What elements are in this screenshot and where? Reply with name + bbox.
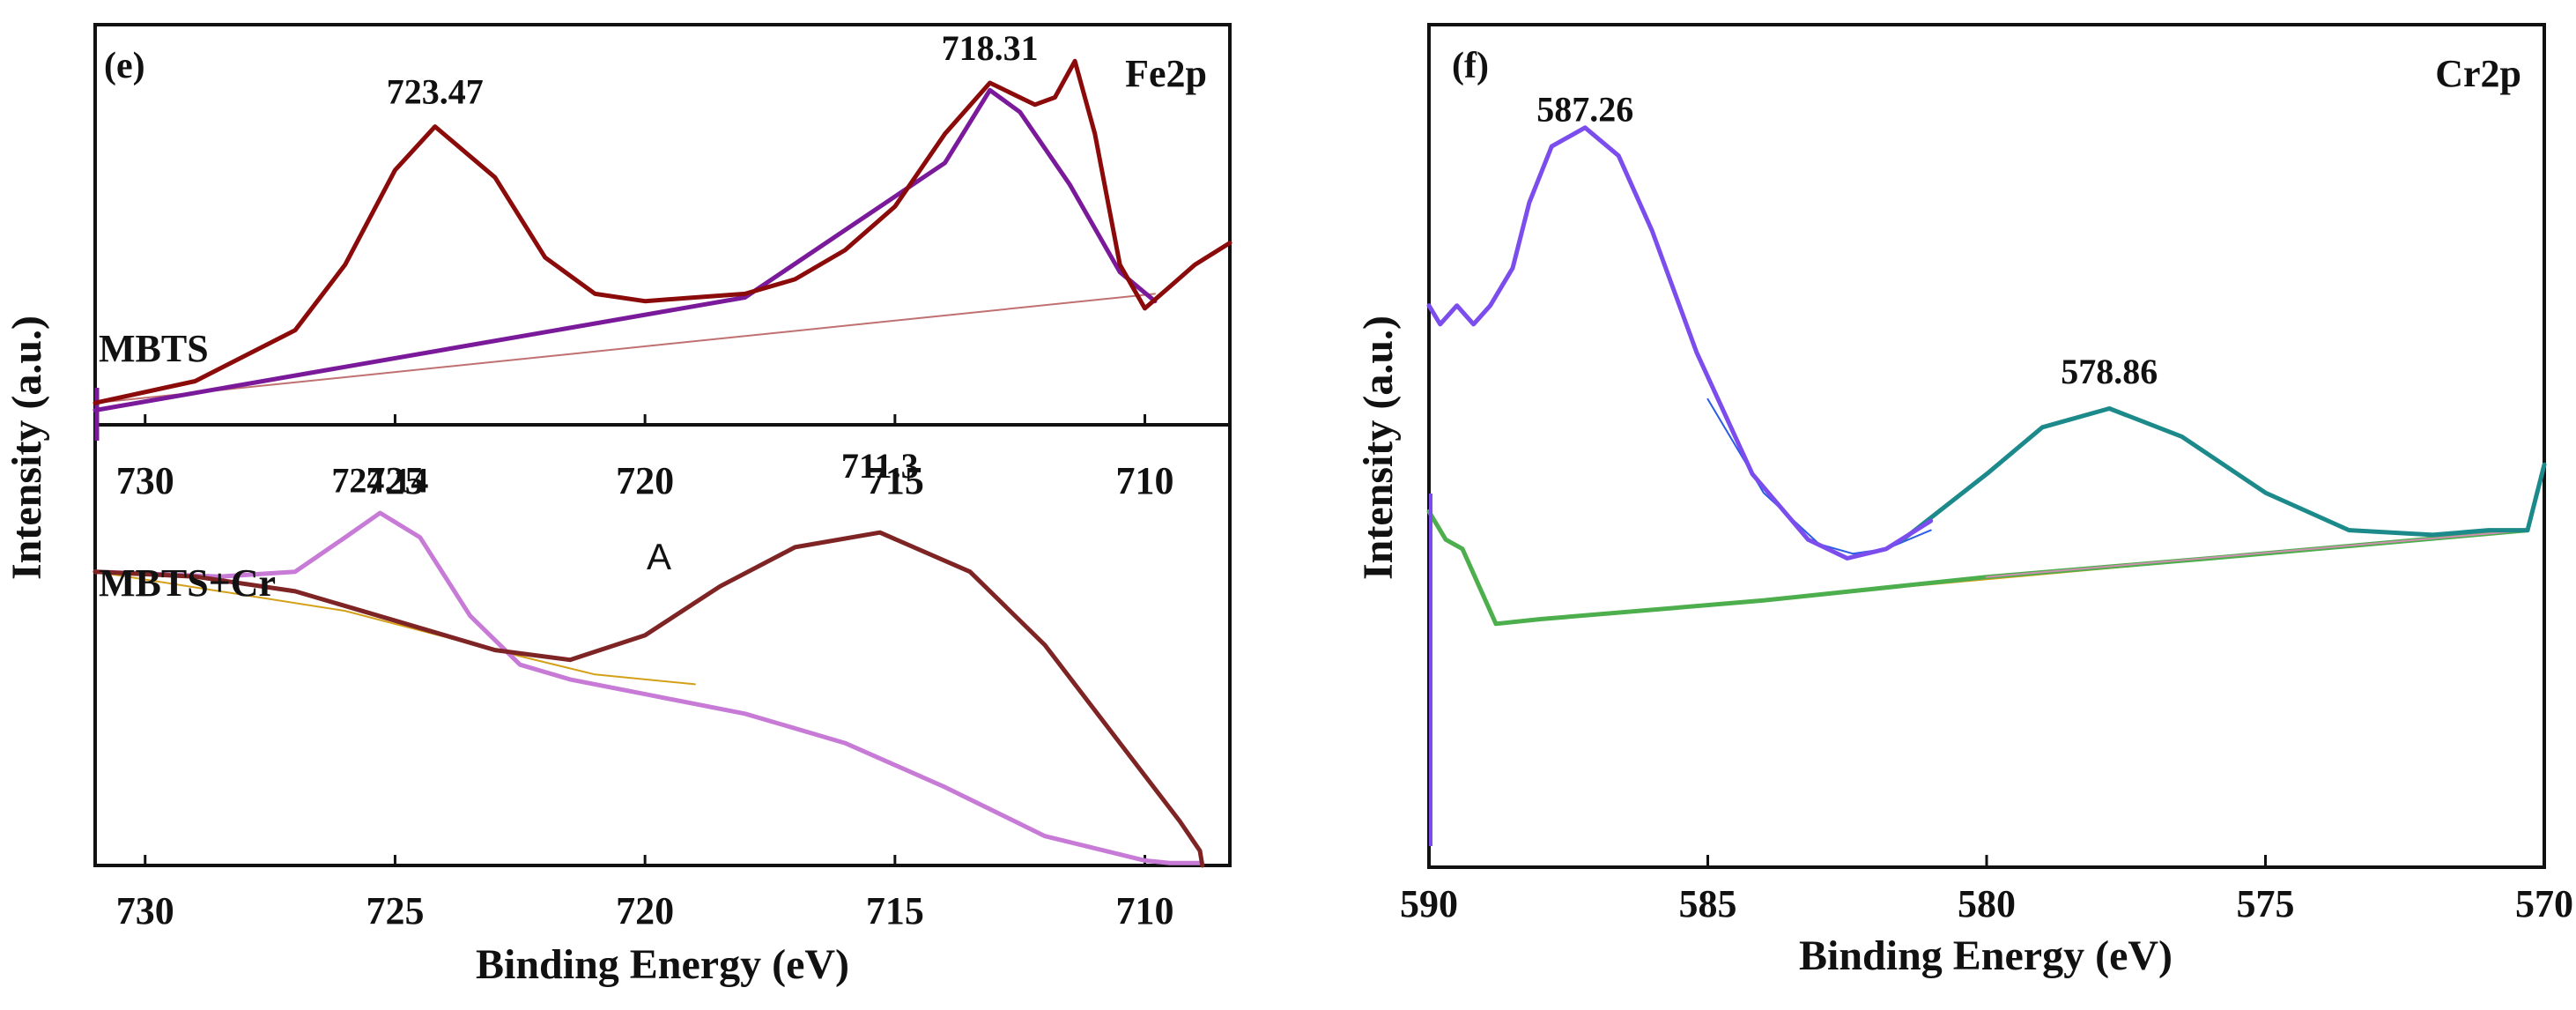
panel-e-mbts-series [93,58,1232,441]
panel-e-peak-labels: 723.47 718.31 724.14 711.3 [331,28,1038,501]
panel-e-mbtscr-series [93,510,1205,868]
panel-f-background-line [1426,509,2530,627]
panel-e-mbts-peak-label: 718.31 [942,28,1039,68]
panel-e-mbts-peak-label: 723.47 [387,71,484,111]
panel-e-mbtscr-fe-peak-envelope-line [93,530,1205,868]
panel-e-bottom-tick-label: 720 [616,889,674,932]
panel-e-stray-text: A [647,536,671,577]
panel-e-bottom-tick-label: 730 [116,889,174,932]
panel-e-top-tick-label: 720 [616,459,674,502]
panel-e-top-tick-label: 725 [366,459,424,502]
panel-e-bottom-frame [93,423,1232,867]
panel-f-ylabel: Intensity (a.u.) [1355,316,1402,580]
panel-e-top-ticks: 730 725 720 715 710 [116,414,1174,502]
panel-f-title: Cr2p [2435,52,2521,95]
panel-e-title: Fe2p [1125,52,1207,95]
panel-e: 730 725 720 715 710 730 725 720 715 710 723.47 71… [4,23,1232,988]
panel-e-bottom-tick-label: 725 [366,889,424,932]
panel-e-top-tick-label: 715 [866,459,924,502]
panel-f-baseline-overlay-line [1986,529,2528,578]
panel-f-frame [1427,23,2546,869]
panel-f-series [1426,125,2547,846]
panel-e-mbts-name: MBTS [99,327,209,370]
panel-e-top-tick-label: 730 [116,459,174,502]
panel-f-peak-labels: 587.26 578.86 [1536,90,2158,391]
panel-f: 590 585 580 575 570 587.26 578.86 (f) Cr2p In… [1355,23,2573,979]
panel-e-label: (e) [104,46,145,86]
panel-e-mbtscr-peak-label: 711.3 [841,446,919,486]
panel-f-peak-label: 578.86 [2061,352,2158,391]
panel-f-peak-label: 587.26 [1536,90,1633,130]
panel-e-mbts-fit-line [93,87,1158,412]
panel-f-ticks: 590 585 580 575 570 [1400,855,2573,925]
panel-f-tick-label: 575 [2237,882,2295,925]
panel-f-envelope-thin-line [1706,397,1932,555]
panel-e-ylabel: Intensity (a.u.) [4,316,50,580]
panel-f-tick-label: 590 [1400,882,1458,925]
panel-e-top-tick-label: 710 [1116,459,1174,502]
panel-e-xlabel: Binding Energy (eV) [476,941,849,988]
panel-e-mbtscr-name: MBTS+Cr [99,561,276,605]
panel-f-cr-2p3-2-envelope-line [1426,125,1934,561]
panel-f-tick-label: 570 [2515,882,2573,925]
panel-f-xlabel: Binding Energy (eV) [1799,932,2173,979]
panel-e-mbtscr-cr-fit-line [93,510,1203,865]
panel-f-tick-label: 585 [1679,882,1737,925]
panel-e-mbts-baseline-line [94,293,1156,405]
panel-e-bottom-tick-label: 710 [1116,889,1174,932]
panel-e-mbtscr-peak-label: 724.14 [331,460,428,500]
panel-f-label: (f) [1452,46,1489,86]
panel-e-bottom-tick-label: 715 [866,889,924,932]
panel-f-cr-2p1-2-fit-line [1900,406,2547,542]
panel-e-mbts-envelope-line [93,58,1232,405]
panel-f-tick-label: 580 [1958,882,2016,925]
panel-e-bottom-ticks: 730 725 720 715 710 [116,855,1174,932]
